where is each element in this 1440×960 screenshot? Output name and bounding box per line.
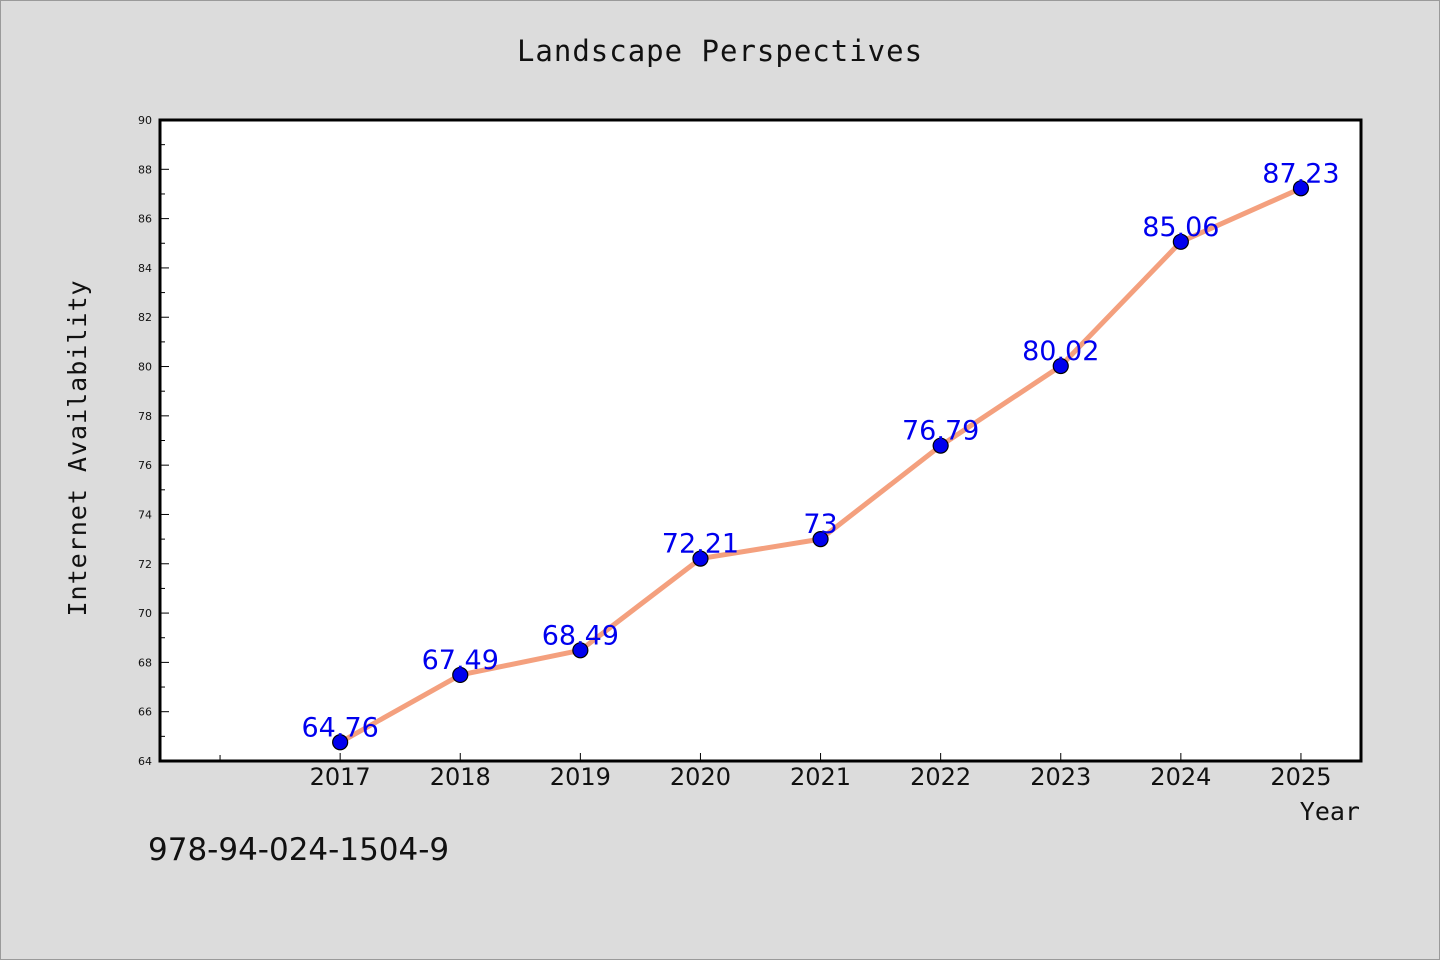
data-point (1052, 357, 1069, 375)
data-label: 73 (803, 509, 837, 540)
x-tick-label: 2023 (1030, 763, 1091, 791)
y-tick-label: 74 (138, 508, 152, 521)
y-tick-label: 84 (138, 262, 152, 275)
x-tick-label: 2024 (1150, 763, 1211, 791)
y-tick-label: 72 (138, 558, 152, 571)
data-point (332, 734, 349, 751)
x-tick-label: 2025 (1270, 763, 1331, 791)
x-tick-label: 2021 (790, 763, 851, 791)
y-tick-label: 70 (138, 607, 152, 620)
data-point (1292, 180, 1310, 197)
data-label: 72.21 (662, 529, 739, 560)
x-tick-label: 2018 (430, 763, 491, 791)
x-axis-label: Year (1300, 797, 1360, 826)
data-point (932, 437, 949, 454)
y-tick-label: 90 (138, 114, 152, 127)
x-tick-label: 2017 (310, 763, 371, 791)
data-label: 87.23 (1262, 158, 1339, 189)
data-point (452, 666, 469, 684)
data-label: 80.02 (1022, 336, 1099, 367)
isbn-footer: 978-94-024-1504-9 (148, 832, 450, 868)
y-tick-label: 76 (138, 459, 152, 472)
data-label: 64.76 (302, 712, 379, 743)
y-tick-label: 82 (138, 311, 152, 324)
x-tick-label: 2022 (910, 763, 971, 791)
data-label: 67.49 (422, 645, 499, 676)
x-tick-label: 2020 (670, 763, 731, 791)
y-tick-label: 86 (138, 213, 152, 226)
chart-title: Landscape Perspectives (516, 34, 924, 68)
data-label: 85.06 (1142, 212, 1219, 243)
y-tick-label: 78 (138, 410, 152, 423)
data-point (572, 642, 589, 659)
y-axis-label: Internet Availability (63, 279, 92, 616)
y-tick-label: 66 (138, 706, 152, 719)
y-tick-label: 80 (138, 361, 152, 374)
y-tick-label: 88 (138, 163, 152, 176)
plot-area (158, 118, 1363, 763)
data-label: 76.79 (902, 416, 979, 447)
y-tick-label: 64 (138, 755, 152, 768)
y-tick-label: 68 (138, 656, 152, 669)
data-label: 68.49 (542, 620, 619, 651)
x-tick-label: 2019 (550, 763, 611, 791)
data-point (812, 531, 829, 548)
data-point (692, 550, 709, 567)
data-point (1172, 233, 1189, 250)
